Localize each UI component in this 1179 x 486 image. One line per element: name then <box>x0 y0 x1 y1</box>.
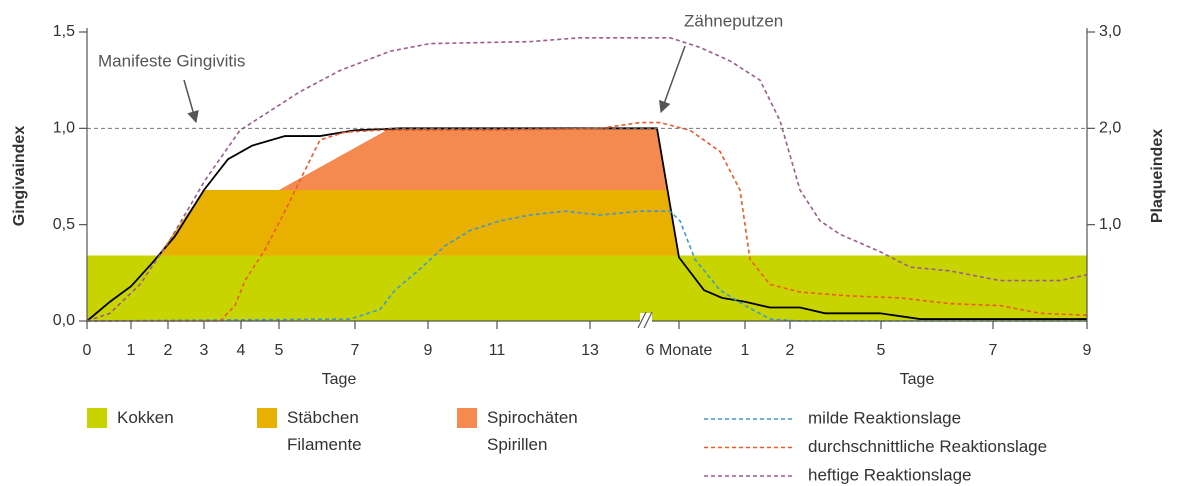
x-tick-label: 7 <box>989 342 998 359</box>
x-tick-label: 0 <box>83 342 92 359</box>
legend-label: heftige Reaktionslage <box>808 465 972 484</box>
x-tick-label: 1 <box>127 342 136 359</box>
x-tick-label: 6 Monate <box>646 342 713 359</box>
y-axis-label: Gingivaindex <box>11 126 28 227</box>
x-tick-label: 13 <box>581 342 599 359</box>
x-axis-label: Tage <box>900 371 935 388</box>
area <box>279 128 668 190</box>
legend-label: milde Reaktionslage <box>808 408 961 427</box>
axis-break <box>643 311 653 329</box>
x-tick-label: 2 <box>164 342 173 359</box>
area <box>87 255 1087 321</box>
x-tick-label: 9 <box>424 342 433 359</box>
y-tick-label: 0,0 <box>53 312 75 329</box>
legend-label: Kokken <box>117 408 174 427</box>
legend-swatch <box>257 408 277 428</box>
legend-item: Kokken <box>87 404 207 431</box>
legend: milde Reaktionslage durchschnittliche Rea… <box>704 408 1047 484</box>
legend-item: Stäbchen Filamente <box>257 404 382 458</box>
legend-label: Spirochäten Spirillen <box>487 408 578 454</box>
x-axis-label: Tage <box>322 371 357 388</box>
y-tick-label: 1,5 <box>53 23 75 40</box>
legend-label: durchschnittliche Reaktionslage <box>808 437 1047 456</box>
y2-tick-label: 2,0 <box>1099 120 1121 137</box>
legend-item: Spirochäten Spirillen <box>457 404 592 458</box>
y-tick-label: 0,5 <box>53 216 75 233</box>
y2-tick-label: 1,0 <box>1099 216 1121 233</box>
legend-swatch <box>457 408 477 428</box>
axis-break <box>637 311 647 329</box>
annotation: Zähneputzen <box>684 11 783 30</box>
annotation: Manifeste Gingivitis <box>98 51 245 70</box>
y-tick-label: 1,0 <box>53 120 75 137</box>
y2-tick-label: 3,0 <box>1099 23 1121 40</box>
line <box>86 127 1087 322</box>
x-tick-label: 7 <box>351 342 360 359</box>
x-tick-label: 11 <box>489 342 506 359</box>
area <box>158 189 679 256</box>
x-tick-label: 9 <box>1083 342 1092 359</box>
x-tick-label: 2 <box>786 342 795 359</box>
x-tick-label: 3 <box>200 342 209 359</box>
annotation-arrow <box>659 45 686 114</box>
line <box>86 36 1088 322</box>
legend-swatch <box>87 408 107 428</box>
annotation-arrow <box>183 79 199 124</box>
legend-label: Stäbchen Filamente <box>287 408 362 454</box>
x-tick-label: 5 <box>275 342 284 359</box>
line <box>87 121 1088 322</box>
x-tick-label: 4 <box>237 342 246 359</box>
x-tick-label: 5 <box>877 342 886 359</box>
areas <box>87 128 1087 321</box>
y2-axis-label: Plaqueindex <box>1149 129 1166 223</box>
lines <box>86 36 1088 322</box>
line <box>86 210 1087 322</box>
axes: 0,0 0,5 1,0 1,5 1,0 2,0 3,0 0 1 2 3 4 5 7 9 11 13 6 Monat… <box>53 23 1122 359</box>
x-tick-label: 1 <box>741 342 750 359</box>
